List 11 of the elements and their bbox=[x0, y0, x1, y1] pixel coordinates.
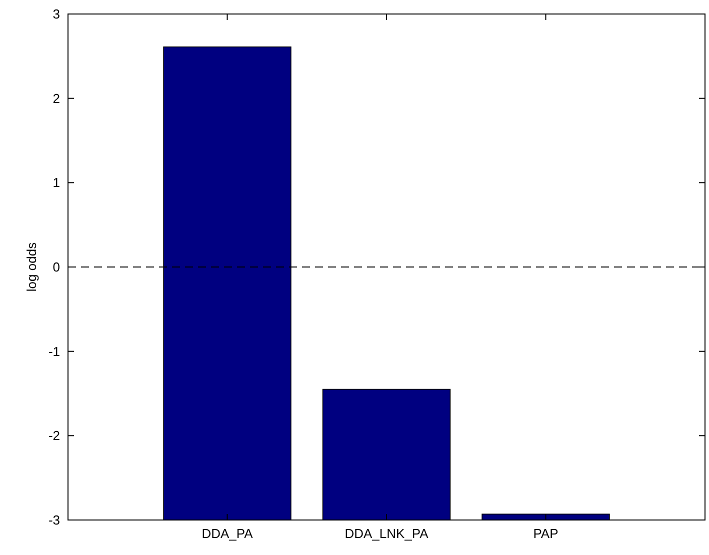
y-tick-label: 3 bbox=[52, 6, 60, 22]
y-tick-label: -1 bbox=[48, 344, 60, 359]
x-tick-label: DDA_PA bbox=[202, 526, 254, 541]
y-tick-label: 0 bbox=[52, 260, 60, 275]
y-tick-label: 1 bbox=[52, 175, 60, 190]
x-tick-label: PAP bbox=[533, 526, 558, 541]
y-axis-title: log odds bbox=[24, 242, 39, 292]
y-tick-label: -2 bbox=[48, 428, 60, 444]
y-tick-label: -3 bbox=[48, 512, 60, 528]
y-tick-label: 2 bbox=[52, 90, 60, 106]
x-tick-label: DDA_LNK_PA bbox=[344, 526, 429, 541]
